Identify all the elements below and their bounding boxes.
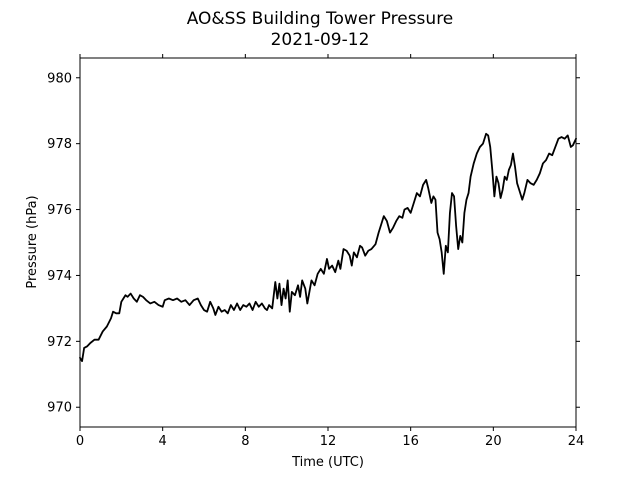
plot-frame [79,57,577,428]
y-tick-label: 974 [47,269,72,284]
pressure-series-line [79,132,577,363]
x-tick-label: 0 [76,434,84,449]
y-tick-label: 970 [47,401,72,416]
x-tick-label: 4 [159,434,167,449]
x-tick-label: 24 [568,434,585,449]
chart-subtitle: 2021-09-12 [271,30,370,50]
y-tick-label: 976 [47,203,72,218]
chart-title: AO&SS Building Tower Pressure [187,9,454,29]
x-axis-label: Time (UTC) [291,455,364,470]
x-tick-label: 8 [241,434,249,449]
y-axis-label: Pressure (hPa) [25,195,40,288]
x-tick-label: 20 [485,434,502,449]
plot-layer [79,132,577,363]
x-tick-label: 12 [320,434,337,449]
y-tick-label: 978 [47,137,72,152]
y-tick-label: 972 [47,335,72,350]
y-tick-label: 980 [47,71,72,86]
x-tick-label: 16 [402,434,419,449]
ticks-layer: 0 4 8 12 16 20 24 970 972 974 976 978 980 [47,54,584,449]
